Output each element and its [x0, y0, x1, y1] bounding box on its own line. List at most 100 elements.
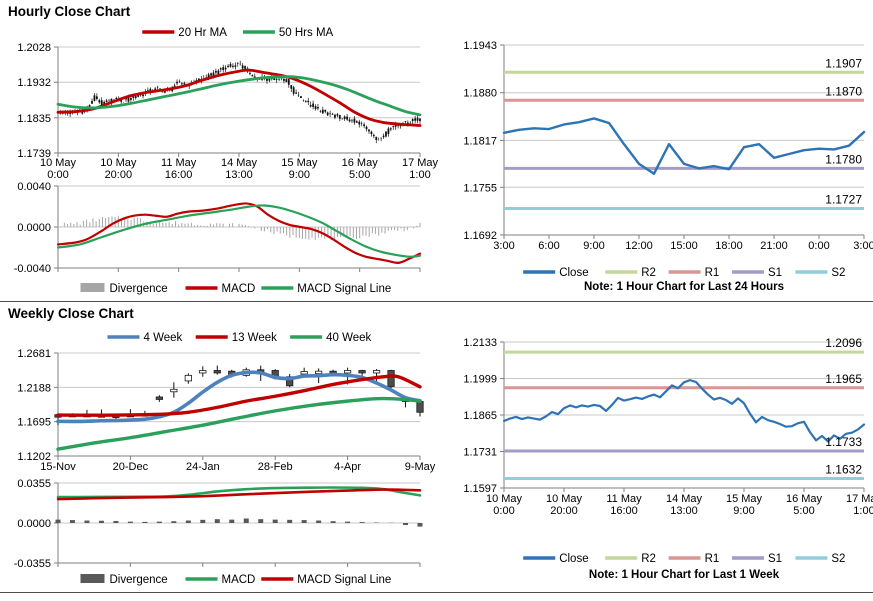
svg-text:0:00: 0:00 — [47, 169, 68, 181]
svg-text:1.1865: 1.1865 — [463, 410, 497, 422]
svg-text:20:00: 20:00 — [105, 169, 133, 181]
hourly-section-title: Hourly Close Chart — [8, 4, 131, 19]
level-label: 1.1870 — [825, 84, 862, 98]
weekly-macd-chart: 0.0355 0.0000 -0.0355 Divergence MACD MACD Si… — [14, 478, 423, 586]
svg-text:21:00: 21:00 — [760, 240, 788, 252]
svg-text:R2: R2 — [641, 553, 656, 565]
svg-text:3:00: 3:00 — [853, 240, 873, 252]
svg-text:4-Apr: 4-Apr — [334, 461, 361, 473]
svg-text:S1: S1 — [768, 553, 782, 565]
svg-text:16:00: 16:00 — [610, 505, 638, 517]
svg-text:3:00: 3:00 — [493, 240, 514, 252]
svg-text:9:00: 9:00 — [289, 169, 310, 181]
svg-text:-0.0355: -0.0355 — [14, 558, 51, 570]
svg-text:12:00: 12:00 — [625, 240, 653, 252]
svg-text:20 Hr MA: 20 Hr MA — [178, 27, 227, 39]
svg-text:15 May: 15 May — [726, 493, 763, 505]
section-separator-1 — [0, 301, 873, 302]
svg-text:9:00: 9:00 — [583, 240, 604, 252]
svg-text:1:00: 1:00 — [409, 169, 430, 181]
svg-text:14 May: 14 May — [666, 493, 703, 505]
level-label: 1.1733 — [825, 435, 862, 449]
svg-text:11 May: 11 May — [606, 493, 642, 505]
level-label: 1.1632 — [825, 462, 862, 476]
svg-text:6:00: 6:00 — [538, 240, 559, 252]
svg-text:1.2028: 1.2028 — [17, 42, 51, 54]
svg-text:13 Week: 13 Week — [232, 332, 277, 344]
svg-text:1.1943: 1.1943 — [463, 40, 497, 52]
svg-text:40 Week: 40 Week — [326, 332, 371, 344]
svg-text:10 May: 10 May — [40, 157, 77, 169]
svg-text:10 May: 10 May — [486, 493, 523, 505]
svg-text:14 May: 14 May — [221, 157, 258, 169]
level-label: 1.2096 — [825, 336, 862, 350]
level-label: 1.1727 — [825, 193, 862, 207]
svg-text:1.1880: 1.1880 — [463, 88, 497, 100]
svg-text:4 Week: 4 Week — [144, 332, 183, 344]
svg-text:MACD: MACD — [222, 283, 256, 295]
svg-text:1.1695: 1.1695 — [17, 417, 51, 429]
svg-text:MACD Signal Line: MACD Signal Line — [297, 574, 391, 586]
svg-text:Divergence: Divergence — [110, 574, 168, 586]
level-label: 1.1780 — [825, 152, 862, 166]
svg-text:0.0000: 0.0000 — [17, 518, 51, 530]
svg-text:1:00: 1:00 — [853, 505, 873, 517]
svg-text:1.1817: 1.1817 — [463, 135, 497, 147]
svg-text:20:00: 20:00 — [550, 505, 578, 517]
svg-text:-0.0040: -0.0040 — [14, 263, 51, 275]
svg-text:1.2681: 1.2681 — [17, 348, 51, 360]
svg-text:1.1731: 1.1731 — [463, 447, 497, 459]
svg-text:1.1932: 1.1932 — [17, 77, 51, 89]
chart-note: Note: 1 Hour Chart for Last 24 Hours — [584, 281, 784, 293]
svg-text:9:00: 9:00 — [733, 505, 754, 517]
svg-text:S2: S2 — [831, 267, 845, 279]
svg-text:15 May: 15 May — [281, 157, 318, 169]
svg-text:Close: Close — [559, 267, 588, 279]
svg-text:R1: R1 — [705, 553, 720, 565]
svg-text:R1: R1 — [705, 267, 720, 279]
svg-text:1.2188: 1.2188 — [17, 382, 51, 394]
svg-text:24-Jan: 24-Jan — [186, 461, 220, 473]
svg-text:MACD Signal Line: MACD Signal Line — [297, 283, 391, 295]
svg-text:S1: S1 — [768, 267, 782, 279]
svg-text:5:00: 5:00 — [349, 169, 370, 181]
svg-text:1.1755: 1.1755 — [463, 182, 497, 194]
svg-text:0.0000: 0.0000 — [17, 222, 51, 234]
svg-text:9-May: 9-May — [405, 461, 436, 473]
svg-text:MACD: MACD — [222, 574, 256, 586]
svg-text:13:00: 13:00 — [225, 169, 253, 181]
svg-text:0:00: 0:00 — [808, 240, 829, 252]
svg-text:Close: Close — [559, 553, 588, 565]
svg-text:18:00: 18:00 — [715, 240, 743, 252]
svg-text:1.1835: 1.1835 — [17, 113, 51, 125]
svg-text:Divergence: Divergence — [110, 283, 168, 295]
section-separator-2 — [0, 592, 873, 593]
svg-text:1.1597: 1.1597 — [463, 483, 497, 495]
svg-text:0.0355: 0.0355 — [17, 478, 51, 490]
svg-text:R2: R2 — [641, 267, 656, 279]
svg-text:10 May: 10 May — [546, 493, 583, 505]
svg-text:1.1999: 1.1999 — [463, 374, 497, 386]
svg-text:15-Nov: 15-Nov — [40, 461, 76, 473]
svg-text:11 May: 11 May — [161, 157, 197, 169]
svg-text:5:00: 5:00 — [793, 505, 814, 517]
svg-text:15:00: 15:00 — [670, 240, 698, 252]
svg-text:0.0040: 0.0040 — [17, 181, 51, 193]
chart-note: Note: 1 Hour Chart for Last 1 Week — [589, 569, 780, 581]
svg-text:50 Hrs MA: 50 Hrs MA — [279, 27, 334, 39]
svg-text:16 May: 16 May — [342, 157, 379, 169]
svg-text:17 May: 17 May — [846, 493, 873, 505]
svg-text:20-Dec: 20-Dec — [113, 461, 149, 473]
svg-text:1.1739: 1.1739 — [17, 148, 51, 160]
svg-text:1.1202: 1.1202 — [17, 451, 51, 463]
svg-text:28-Feb: 28-Feb — [258, 461, 293, 473]
svg-text:0:00: 0:00 — [493, 505, 514, 517]
weekly-section-title: Weekly Close Chart — [8, 306, 134, 321]
svg-text:10 May: 10 May — [100, 157, 137, 169]
svg-text:1.1692: 1.1692 — [463, 230, 497, 242]
svg-text:16 May: 16 May — [786, 493, 823, 505]
